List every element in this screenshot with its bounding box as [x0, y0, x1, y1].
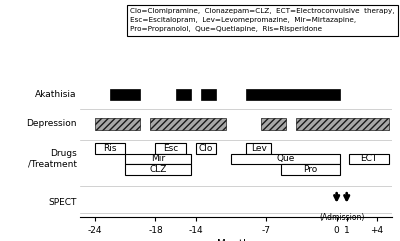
Bar — [125, 164, 191, 175]
Bar — [231, 154, 340, 164]
Text: Pro: Pro — [303, 165, 318, 174]
Bar — [110, 89, 140, 100]
Text: Mir: Mir — [151, 154, 165, 163]
Bar — [246, 143, 271, 154]
Bar — [125, 154, 191, 164]
X-axis label: Months: Months — [217, 239, 255, 241]
Bar — [201, 89, 216, 100]
Bar — [176, 89, 191, 100]
Bar — [349, 154, 389, 164]
Text: (Admission): (Admission) — [319, 213, 364, 222]
Bar — [296, 118, 389, 130]
Text: Lev: Lev — [251, 144, 266, 153]
Text: Ris: Ris — [104, 144, 117, 153]
Text: ECT: ECT — [360, 154, 378, 163]
Bar — [95, 118, 140, 130]
Text: Que: Que — [276, 154, 294, 163]
Text: Clo: Clo — [199, 144, 213, 153]
Text: Esc: Esc — [163, 144, 178, 153]
Bar — [95, 143, 125, 154]
Bar — [246, 89, 340, 100]
Text: CLZ: CLZ — [149, 165, 167, 174]
Text: Depression: Depression — [26, 120, 77, 128]
Bar — [196, 143, 216, 154]
Bar — [150, 118, 226, 130]
Bar — [156, 143, 186, 154]
Bar — [261, 118, 286, 130]
Bar — [281, 164, 340, 175]
Text: SPECT: SPECT — [48, 198, 77, 208]
Text: Clo=Clomipramine,  Clonazepam=CLZ,  ECT=Electroconvulsive  therapy,
Esc=Escitalo: Clo=Clomipramine, Clonazepam=CLZ, ECT=El… — [130, 8, 395, 33]
Text: Drugs
/Treatment: Drugs /Treatment — [28, 149, 77, 169]
Text: Akathisia: Akathisia — [35, 90, 77, 99]
